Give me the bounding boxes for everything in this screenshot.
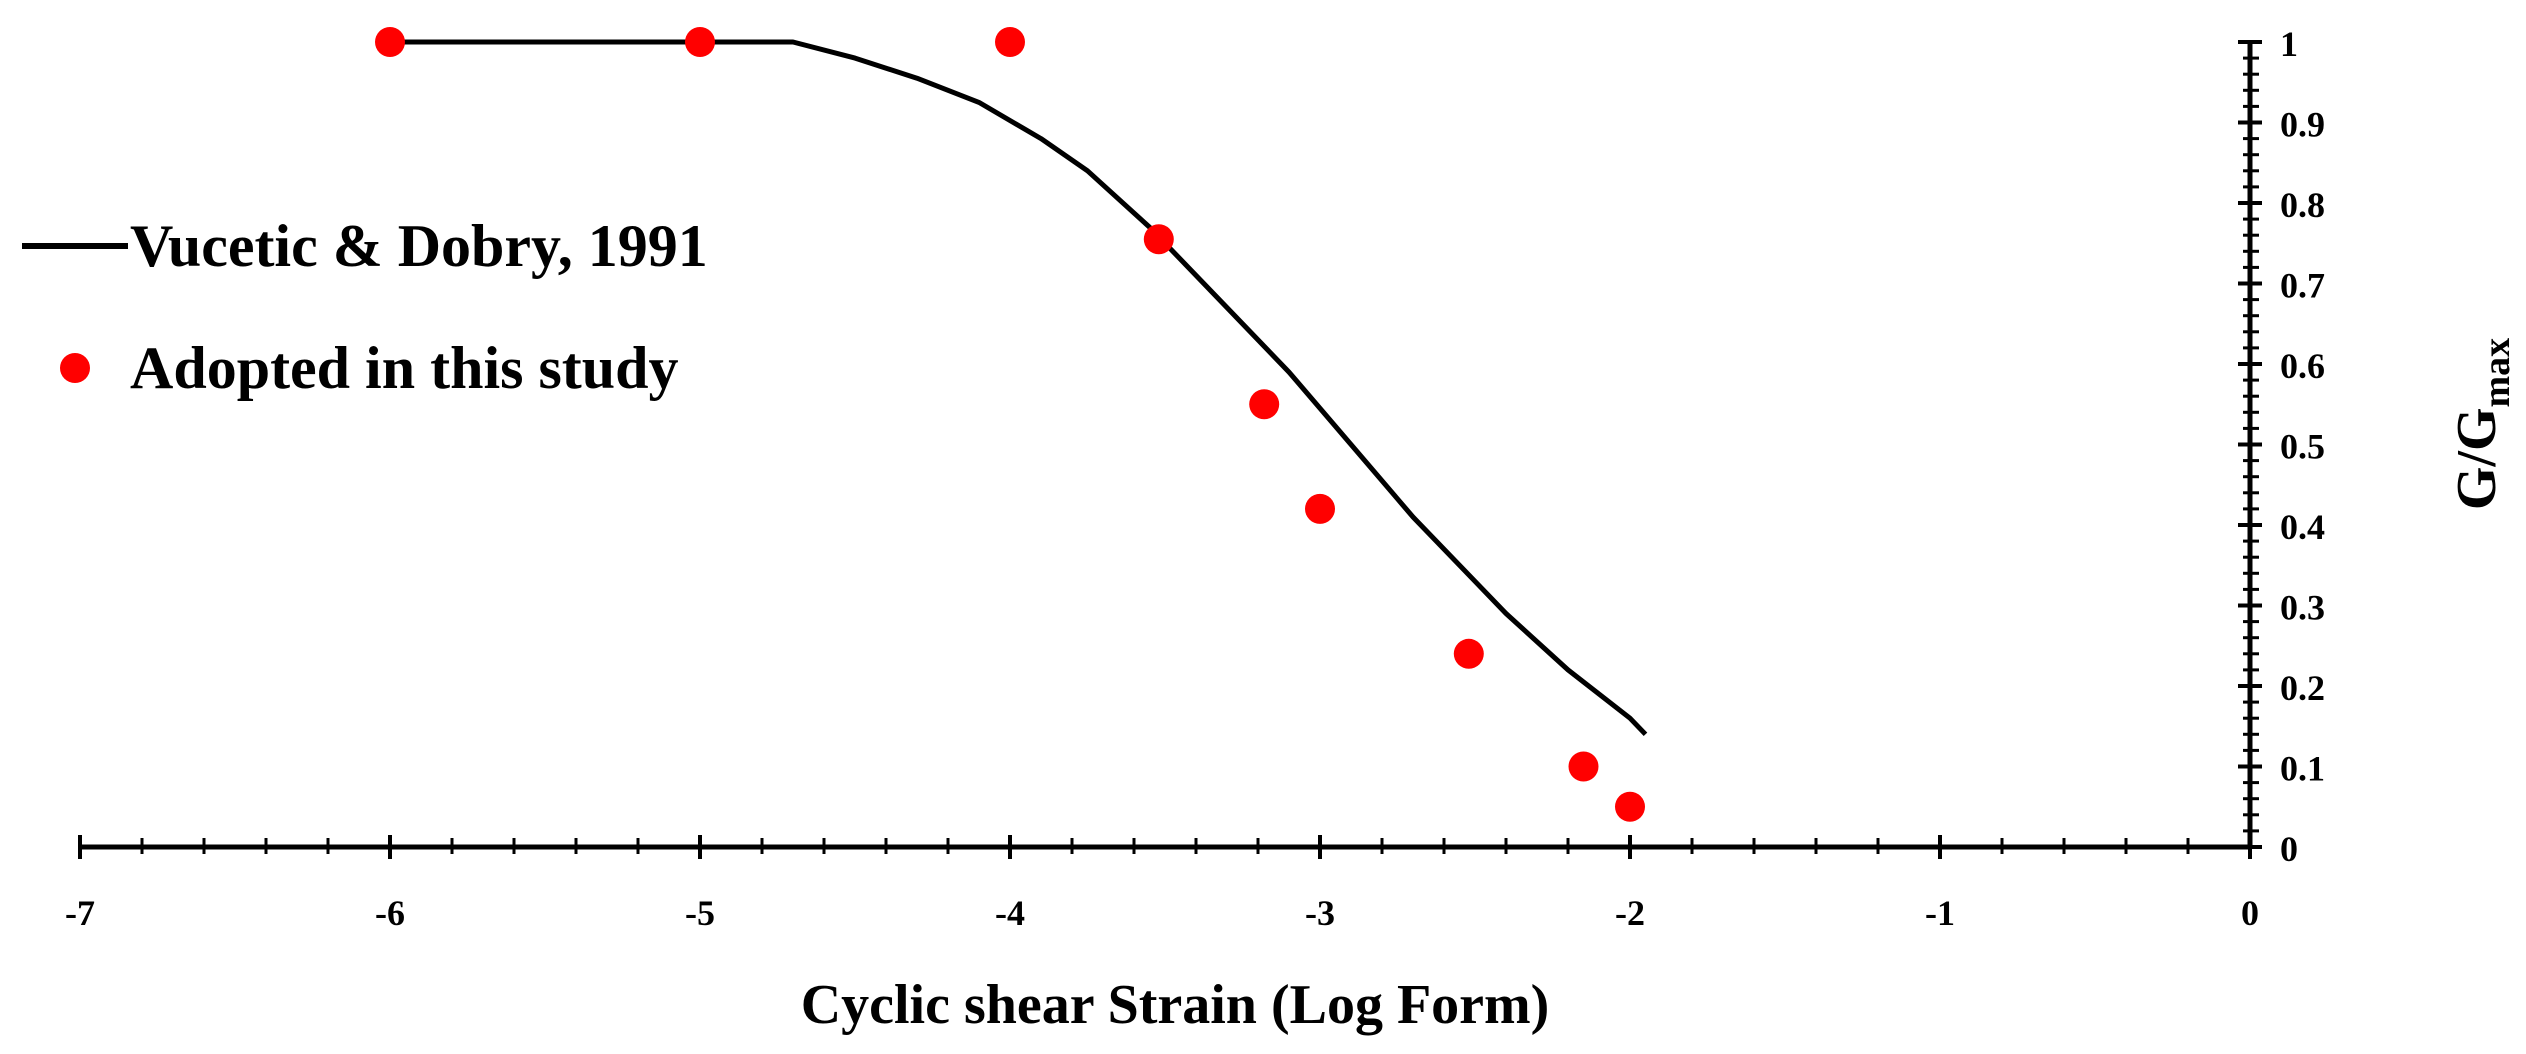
- x-tick-label: -5: [685, 893, 715, 933]
- y-tick-label: 0.8: [2280, 185, 2325, 225]
- x-tick-label: -2: [1615, 893, 1645, 933]
- y-tick-label: 0.1: [2280, 749, 2325, 789]
- y-axis-title-sub: max: [2476, 338, 2518, 408]
- data-point-adopted: [1143, 224, 1174, 255]
- y-tick-label: 0.5: [2280, 427, 2325, 467]
- data-point-adopted: [1453, 638, 1484, 669]
- legend-dot-swatch: [60, 353, 90, 383]
- y-tick-label: 1: [2280, 24, 2298, 64]
- x-tick-label: 0: [2241, 893, 2259, 933]
- y-tick-label: 0.9: [2280, 105, 2325, 145]
- y-ticks: 0 0.1 0.2 0.3 0.4 0.5 0.6 0.7 0.8 0.9 1: [2238, 24, 2325, 869]
- data-point-adopted: [1568, 751, 1599, 782]
- x-tick-label: -6: [375, 893, 405, 933]
- series-line-vucetic-dobry: [390, 39, 1648, 737]
- legend-label-line-series: Vucetic & Dobry, 1991: [130, 213, 708, 279]
- legend-label-dot-series: Adopted in this study: [130, 335, 679, 401]
- x-tick-label: -1: [1925, 893, 1955, 933]
- x-tick-label: -3: [1305, 893, 1335, 933]
- y-tick-label: 0.3: [2280, 588, 2325, 628]
- y-tick-label: 0.7: [2280, 266, 2325, 306]
- y-axis-title: G/Gmax: [2446, 338, 2518, 510]
- x-tick-label: -7: [65, 893, 95, 933]
- series-layer: [375, 27, 1648, 822]
- y-tick-label: 0: [2280, 829, 2298, 869]
- y-tick-label: 0.6: [2280, 346, 2325, 386]
- legend: Vucetic & Dobry, 1991 Adopted in this st…: [22, 213, 708, 401]
- data-point-adopted: [1615, 791, 1645, 822]
- data-point-adopted: [1305, 493, 1335, 524]
- y-axis-title-main: G/G: [2446, 407, 2508, 510]
- data-point-adopted: [1249, 389, 1280, 420]
- axes: -7 -6 -5 -4 -3 -2 -1 0 0 0.1 0.2 0.3 0.4 0.5 0.6 0.7 0.…: [65, 24, 2325, 933]
- x-tick-label: -4: [995, 893, 1025, 933]
- data-point-adopted: [685, 27, 715, 57]
- y-tick-label: 0.4: [2280, 507, 2325, 547]
- data-point-adopted: [375, 27, 405, 57]
- x-ticks: -7 -6 -5 -4 -3 -2 -1 0: [65, 835, 2259, 933]
- y-tick-label: 0.2: [2280, 668, 2325, 708]
- data-point-adopted: [995, 27, 1025, 57]
- x-axis-title: Cyclic shear Strain (Log Form): [801, 974, 1550, 1036]
